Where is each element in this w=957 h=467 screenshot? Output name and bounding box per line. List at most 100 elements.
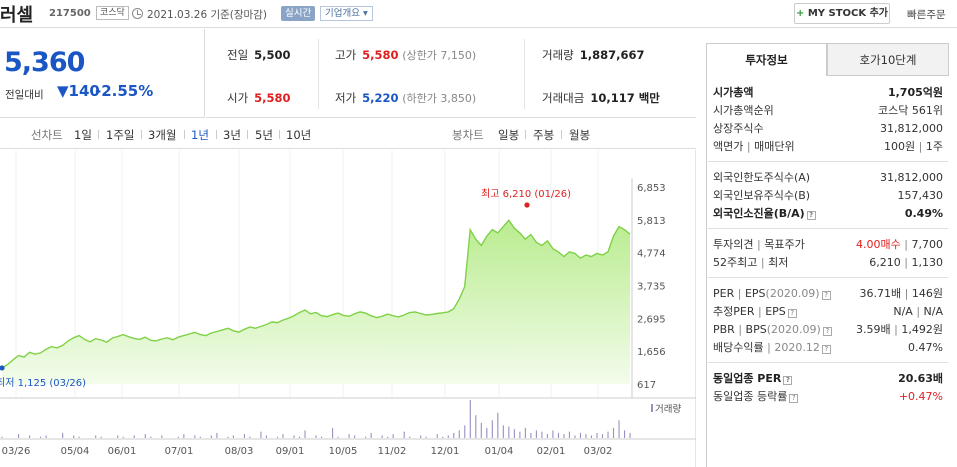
period-1y[interactable]: 1년: [191, 128, 209, 142]
volume-bar: [480, 422, 482, 438]
period-1d[interactable]: 1일: [74, 128, 92, 142]
volume-bar: [491, 420, 493, 438]
market-badge: 코스닥: [96, 6, 129, 20]
volume-bar: [590, 435, 593, 438]
shares-label: 상장주식수: [713, 122, 764, 135]
unit-value: 1주: [925, 140, 943, 153]
y-tick-label: 5,813: [637, 216, 666, 227]
volume-bar: [232, 435, 234, 438]
volume-bar: [150, 436, 152, 438]
volume-bar: [265, 435, 268, 438]
volume-bar: [315, 435, 317, 438]
volume-bar: [579, 432, 582, 438]
stock-code: 217500: [49, 8, 91, 19]
company-overview-button[interactable]: 기업개요 ▾: [320, 6, 373, 21]
stat-volume-label: 거래량: [542, 48, 574, 62]
volume-bar: [464, 425, 466, 438]
volume-bar: [29, 435, 31, 438]
y-tick-label: 1,656: [637, 347, 666, 358]
volume-bar: [177, 436, 179, 438]
volume-bar: [420, 435, 422, 438]
high-annotation: 최고 6,210 (01/26): [481, 188, 571, 200]
low-annotation: 최저 1,125 (03/26): [0, 377, 86, 389]
eps-label: EPS: [744, 287, 766, 300]
clock-icon: [132, 8, 143, 19]
realtime-button[interactable]: 실시간: [281, 6, 316, 21]
candle-weekly[interactable]: 주봉: [533, 128, 555, 142]
period-3y[interactable]: 3년: [223, 128, 241, 142]
row-foreign-hold: 외국인보유주식수(B) 157,430: [713, 187, 943, 205]
tab-order-book[interactable]: 호가10단계: [827, 43, 949, 76]
base-date: 2021.03.26 기준(장마감): [147, 9, 267, 21]
stat-amount: 거래대금 10,117 백만: [542, 90, 660, 106]
volume-bar: [332, 427, 334, 438]
y-tick-label: 6,853: [637, 183, 666, 194]
x-tick-label: 03/02: [584, 446, 613, 457]
volume-bar: [298, 436, 301, 438]
stat-lower-limit: (하한가 3,850): [402, 92, 477, 105]
period-1w[interactable]: 1주일: [106, 128, 135, 142]
period-10y[interactable]: 10년: [286, 128, 312, 142]
volume-bar: [45, 435, 47, 438]
x-tick-label: 06/01: [108, 446, 137, 457]
x-tick-label: 09/01: [276, 446, 305, 457]
x-tick-label: 11/02: [378, 446, 407, 457]
period-3m[interactable]: 3개월: [148, 128, 177, 142]
volume-bar: [199, 436, 201, 438]
w52-high-label: 52주최고: [713, 256, 758, 269]
help-icon[interactable]: ?: [821, 291, 831, 300]
row-shares: 상장주식수 31,812,000: [713, 120, 943, 138]
foreign-limit-value: 31,812,000: [880, 171, 943, 184]
volume-bar: [354, 435, 356, 438]
eps-value: 146원: [911, 287, 943, 300]
stock-header: 러셀 217500 코스닥 2021.03.26 기준(장마감) 실시간 기업개…: [0, 0, 957, 28]
help-icon[interactable]: ?: [787, 309, 797, 318]
stat-prev: 전일 5,500: [227, 47, 291, 63]
market-cap-value: 1,705억원: [887, 86, 943, 99]
volume-bar: [18, 434, 20, 438]
separator: [184, 130, 185, 139]
price-line: [1, 219, 631, 369]
price-chart[interactable]: 6,853 5,813 4,774 3,735 2,695 1,656 617 최고 6,2…: [0, 150, 697, 467]
help-icon[interactable]: ?: [789, 394, 799, 403]
volume-bar: [546, 434, 548, 438]
opinion-label: 투자의견: [713, 238, 754, 251]
row-par-unit: 액면가 | 매매단위 100원 | 1주: [713, 138, 943, 156]
volume-bar: [62, 432, 64, 438]
help-icon[interactable]: ?: [783, 376, 793, 385]
volume-bar: [475, 415, 477, 438]
row-per-eps: PER | EPS(2020.09)? 36.71배 | 146원: [713, 285, 943, 303]
volume-bar: [425, 436, 427, 438]
x-tick-label: 12/01: [431, 446, 460, 457]
volume-bar: [282, 434, 284, 438]
y-tick-label: 4,774: [637, 249, 666, 260]
w52-low-label: 최저: [768, 256, 789, 269]
tab-investment-info[interactable]: 투자정보: [706, 43, 827, 76]
volume-bar: [392, 434, 394, 438]
help-icon[interactable]: ?: [806, 211, 816, 220]
y-tick-label: 617: [637, 380, 656, 391]
foreign-ratio-value: 0.49%: [904, 207, 943, 220]
est-per-label: 추정PER: [713, 305, 755, 318]
per-label: PER: [713, 287, 735, 300]
help-icon[interactable]: ?: [821, 345, 831, 354]
row-est-per: 추정PER | EPS? N/A | N/A: [713, 303, 943, 321]
foreign-hold-value: 157,430: [897, 189, 944, 202]
pipe: |: [767, 341, 771, 354]
help-icon[interactable]: ?: [822, 327, 832, 336]
volume-bar: [552, 430, 554, 438]
stat-open-label: 시가: [227, 91, 249, 105]
candle-chart-label: 봉차트: [452, 128, 484, 142]
candle-daily[interactable]: 일봉: [498, 128, 520, 142]
market-cap-rank-label: 시가총액순위: [713, 104, 774, 117]
quick-order-button[interactable]: 빠른주문: [907, 9, 946, 21]
divider: [318, 39, 319, 109]
price-stats: 전일 5,500 고가 5,580 (상한가 7,150) 거래량 1,887,667…: [206, 29, 696, 118]
volume-bar: [486, 427, 488, 438]
candle-monthly[interactable]: 월봉: [569, 128, 591, 142]
row-foreign-limit: 외국인한도주식수(A) 31,812,000: [713, 169, 943, 187]
volume-bar: [144, 434, 146, 438]
volume-bar: [574, 435, 576, 438]
period-5y[interactable]: 5년: [255, 128, 273, 142]
add-my-stock-button[interactable]: + MY STOCK 추가: [794, 3, 890, 24]
